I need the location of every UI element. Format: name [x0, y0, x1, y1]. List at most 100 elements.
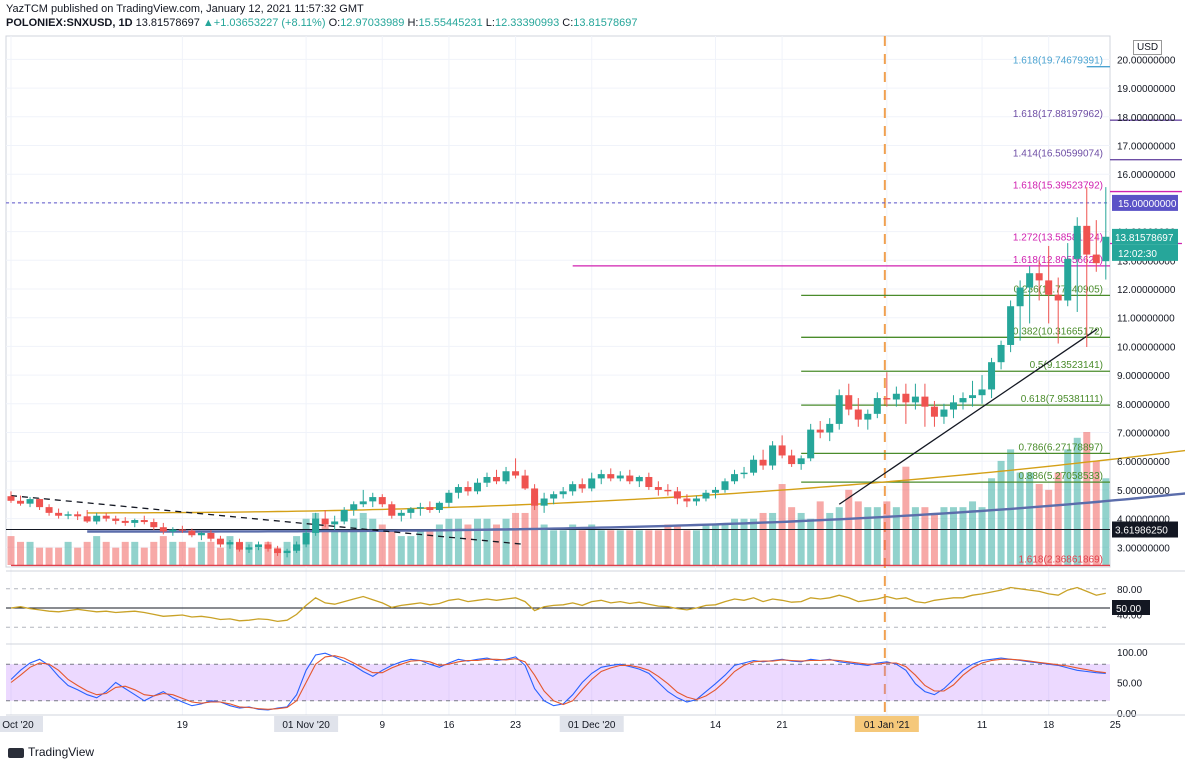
volume-bar — [531, 495, 539, 565]
time-tick: 01 Nov '20 — [282, 720, 330, 731]
volume-bar — [1092, 460, 1100, 565]
time-axis[interactable]: 01 Oct '20 19 01 Nov '20 9 16 23 01 Dec '20 14 2… — [0, 714, 1185, 732]
volume-bar — [778, 484, 786, 565]
volume-bar — [769, 512, 777, 565]
candle-body — [1083, 225, 1091, 255]
volume-bar — [407, 536, 415, 565]
volume-bar — [711, 524, 719, 565]
candle-body — [1035, 273, 1043, 281]
candle-body — [769, 445, 777, 466]
candle-body — [997, 344, 1005, 363]
volume-bar — [1083, 432, 1091, 565]
volume-bar — [569, 524, 577, 565]
candle-body — [274, 548, 282, 554]
volume-bar — [331, 530, 339, 565]
candle-body — [845, 395, 853, 410]
candle-body — [512, 471, 520, 476]
candle-body — [797, 458, 805, 465]
volume-bar — [102, 541, 110, 565]
time-tick-highlight — [559, 716, 624, 732]
close-value: 13.81578697 — [573, 17, 638, 29]
price-tick: 17.00000000 — [1117, 142, 1176, 153]
candle-body — [207, 532, 215, 539]
volume-bar — [74, 547, 82, 565]
candle-body — [188, 530, 196, 536]
candle-body — [949, 402, 957, 410]
volume-bar — [664, 524, 672, 565]
volume-bar — [731, 518, 739, 565]
close-label: C: — [562, 17, 574, 29]
candle-body — [673, 491, 681, 499]
candle-body — [302, 532, 310, 545]
volume-bar — [55, 547, 63, 565]
stoch-tick: 100.00 — [1117, 648, 1148, 659]
volume-bar — [150, 541, 158, 565]
stoch-k-line — [10, 652, 1106, 711]
candle-body — [293, 544, 301, 551]
candle-body — [711, 489, 719, 493]
candle-body — [226, 542, 234, 545]
candle-body — [816, 429, 824, 433]
symbol-name[interactable]: POLONIEX:SNXUSD, 1D — [6, 17, 133, 29]
fib-level-label: 1.272(13.58581324) — [1013, 232, 1103, 243]
candle-body — [388, 504, 396, 516]
publish-info: YazTCM published on TradingView.com, Jan… — [6, 3, 364, 15]
price-change: +1.03653227 (+8.11%) — [213, 17, 326, 29]
candle-body — [1102, 236, 1110, 262]
candle-body — [597, 474, 605, 479]
candle-body — [654, 487, 662, 490]
candle-body — [473, 482, 481, 492]
moving-averages — [87, 449, 1185, 533]
fib-level-label: 0.886(5.27058533) — [1018, 471, 1103, 482]
volume-bar — [911, 507, 919, 565]
volume-bar — [169, 541, 177, 565]
fib-level-label: 1.414(16.50599074) — [1013, 149, 1103, 160]
time-tick: 23 — [510, 720, 522, 731]
current-price-badge — [1112, 228, 1178, 245]
high-label: H: — [407, 17, 419, 29]
candle-body — [93, 515, 101, 522]
candle-body — [835, 395, 843, 424]
candle-body — [426, 507, 434, 510]
currency-badge[interactable]: USD — [1133, 40, 1163, 55]
volume-bar — [835, 507, 843, 565]
candle-body — [369, 497, 377, 502]
rsi-badge — [1112, 600, 1150, 615]
candle-body — [245, 547, 253, 550]
candle-body — [988, 362, 996, 390]
up-arrow-icon: ▲ — [202, 17, 214, 29]
volume-bar — [740, 518, 748, 565]
rsi-badge-label: 50.00 — [1116, 604, 1141, 615]
candle-body — [45, 507, 53, 513]
price-tick: 7.00000000 — [1117, 429, 1170, 440]
volume-bar — [64, 541, 72, 565]
candle-body — [1073, 225, 1081, 259]
candle-body — [416, 507, 424, 509]
volume-bar — [1045, 489, 1053, 565]
candle-body — [521, 475, 529, 489]
price-tick: 20.00000000 — [1117, 55, 1176, 66]
volume-bar — [626, 530, 634, 565]
low-label: L: — [485, 17, 495, 29]
fib-level-label: 1.618(12.80556627) — [1013, 255, 1103, 266]
candle-body — [340, 509, 348, 522]
price-tick: 5.00000000 — [1117, 486, 1170, 497]
candle-body — [578, 484, 586, 489]
candle-body — [959, 398, 967, 403]
trendlines[interactable] — [10, 328, 1098, 546]
volume-bar — [930, 512, 938, 565]
volume-bar — [464, 524, 472, 565]
price-axis[interactable]: 20.00000000 19.00000000 18.00000000 17.0000… — [1112, 55, 1178, 554]
candle-body — [283, 550, 291, 554]
current-price-label: 13.81578697 — [1115, 233, 1174, 244]
candle-body — [645, 476, 653, 488]
price-tick: 9.00000000 — [1117, 371, 1170, 382]
volume-bar — [1035, 484, 1043, 565]
candle-body — [683, 498, 691, 502]
volume-bar — [940, 507, 948, 565]
volume-bar — [692, 530, 700, 565]
low-value: 12.33390993 — [494, 17, 560, 29]
time-tick-highlight — [0, 716, 43, 732]
